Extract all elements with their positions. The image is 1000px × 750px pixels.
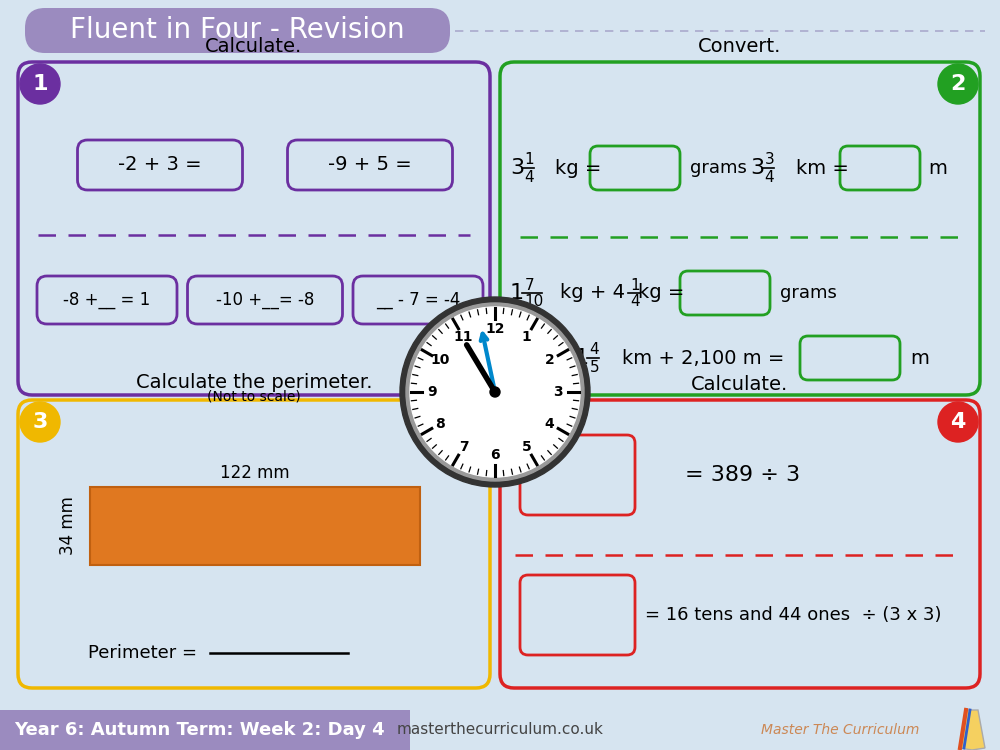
Text: Calculate.: Calculate. bbox=[205, 37, 303, 56]
Circle shape bbox=[20, 402, 60, 442]
FancyBboxPatch shape bbox=[680, 271, 770, 315]
Text: Calculate.: Calculate. bbox=[691, 374, 789, 394]
Text: 4: 4 bbox=[764, 170, 774, 184]
Text: (Not to scale): (Not to scale) bbox=[207, 389, 301, 403]
Text: 1: 1 bbox=[630, 278, 640, 292]
Bar bbox=[90, 487, 420, 565]
Text: 10: 10 bbox=[431, 353, 450, 368]
FancyBboxPatch shape bbox=[520, 575, 635, 655]
Text: 1: 1 bbox=[522, 331, 531, 344]
Text: 3: 3 bbox=[32, 412, 48, 432]
Text: grams: grams bbox=[780, 284, 837, 302]
FancyBboxPatch shape bbox=[37, 276, 177, 324]
Text: grams: grams bbox=[690, 159, 747, 177]
Text: 4: 4 bbox=[524, 170, 534, 184]
Text: 1: 1 bbox=[32, 74, 48, 94]
Text: 4: 4 bbox=[630, 295, 640, 310]
Text: kg + 4: kg + 4 bbox=[560, 284, 625, 302]
FancyBboxPatch shape bbox=[840, 146, 920, 190]
FancyBboxPatch shape bbox=[288, 140, 452, 190]
Text: 8: 8 bbox=[436, 416, 445, 430]
Text: 5: 5 bbox=[522, 440, 531, 454]
Text: 4: 4 bbox=[589, 343, 599, 358]
Text: 7: 7 bbox=[459, 440, 468, 454]
Text: 4: 4 bbox=[545, 416, 554, 430]
Text: 6: 6 bbox=[490, 448, 500, 462]
Text: Perimeter =: Perimeter = bbox=[88, 644, 203, 662]
Text: Convert.: Convert. bbox=[698, 37, 782, 56]
Text: km =: km = bbox=[796, 158, 849, 178]
Text: 34 mm: 34 mm bbox=[59, 496, 77, 556]
Text: Fluent in Four - Revision: Fluent in Four - Revision bbox=[70, 16, 405, 44]
Circle shape bbox=[406, 303, 584, 481]
Bar bbox=[0, 710, 410, 750]
FancyBboxPatch shape bbox=[520, 435, 635, 515]
Text: __ - 7 = -4: __ - 7 = -4 bbox=[376, 291, 460, 309]
Text: 2: 2 bbox=[545, 353, 554, 368]
Circle shape bbox=[938, 64, 978, 104]
Text: kg =: kg = bbox=[555, 158, 601, 178]
FancyBboxPatch shape bbox=[800, 336, 900, 380]
Text: Year 6: Autumn Term: Week 2: Day 4: Year 6: Autumn Term: Week 2: Day 4 bbox=[14, 721, 385, 739]
Text: -9 + 5 =: -9 + 5 = bbox=[328, 155, 412, 175]
Text: 3: 3 bbox=[510, 158, 524, 178]
Circle shape bbox=[938, 402, 978, 442]
Circle shape bbox=[490, 387, 500, 397]
Circle shape bbox=[410, 307, 580, 477]
Text: 3: 3 bbox=[764, 152, 774, 167]
Text: 1: 1 bbox=[575, 348, 589, 368]
Text: = 389 ÷ 3: = 389 ÷ 3 bbox=[685, 465, 800, 485]
Text: 3: 3 bbox=[750, 158, 764, 178]
Text: = 16 tens and 44 ones  ÷ (3 x 3): = 16 tens and 44 ones ÷ (3 x 3) bbox=[645, 606, 942, 624]
Text: 122 mm: 122 mm bbox=[220, 464, 290, 482]
FancyBboxPatch shape bbox=[353, 276, 483, 324]
FancyBboxPatch shape bbox=[78, 140, 242, 190]
Text: 12: 12 bbox=[485, 322, 505, 336]
Text: 1: 1 bbox=[524, 152, 534, 167]
FancyBboxPatch shape bbox=[25, 8, 450, 53]
Polygon shape bbox=[960, 710, 985, 750]
Text: 11: 11 bbox=[454, 331, 473, 344]
Circle shape bbox=[400, 297, 590, 487]
FancyBboxPatch shape bbox=[590, 146, 680, 190]
Text: -10 +__= -8: -10 +__= -8 bbox=[216, 291, 314, 309]
Text: 3: 3 bbox=[553, 385, 563, 399]
Text: m: m bbox=[910, 349, 929, 368]
Text: kg =: kg = bbox=[638, 284, 684, 302]
Text: km + 2,100 m =: km + 2,100 m = bbox=[622, 349, 784, 368]
Text: 9: 9 bbox=[427, 385, 437, 399]
Text: 5: 5 bbox=[589, 359, 599, 374]
Text: m: m bbox=[928, 158, 947, 178]
Text: 1: 1 bbox=[510, 283, 524, 303]
Text: Master The Curriculum: Master The Curriculum bbox=[761, 723, 919, 737]
Text: 2: 2 bbox=[950, 74, 966, 94]
Text: 4: 4 bbox=[950, 412, 966, 432]
Text: masterthecurriculum.co.uk: masterthecurriculum.co.uk bbox=[397, 722, 603, 737]
Text: 10: 10 bbox=[524, 295, 544, 310]
Text: -2 + 3 =: -2 + 3 = bbox=[118, 155, 202, 175]
Text: 7: 7 bbox=[524, 278, 534, 292]
Text: Calculate the perimeter.: Calculate the perimeter. bbox=[136, 373, 372, 392]
FancyBboxPatch shape bbox=[188, 276, 342, 324]
Circle shape bbox=[20, 64, 60, 104]
Text: -8 +__ = 1: -8 +__ = 1 bbox=[63, 291, 151, 309]
